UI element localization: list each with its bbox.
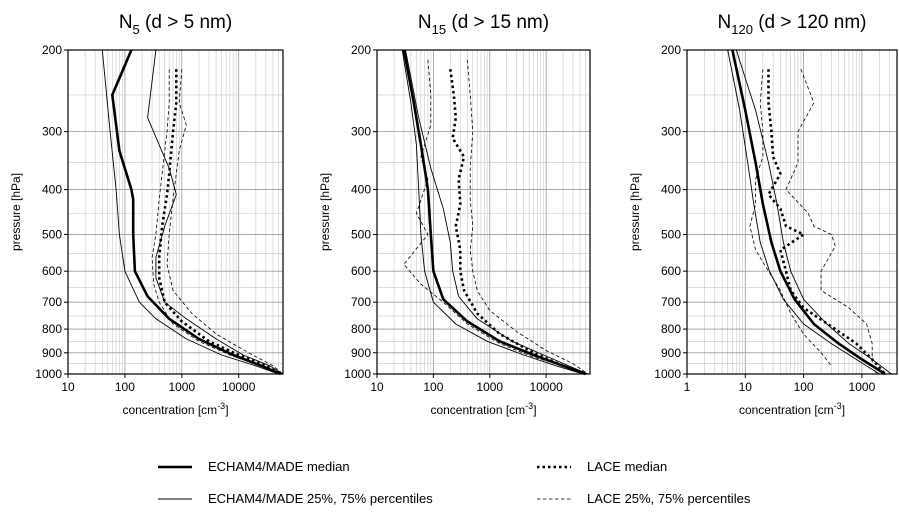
plot-frame [67,49,284,375]
y-tick-label: 900 [351,346,371,360]
x-tick-label: 1000 [476,380,503,394]
y-tick-label: 200 [42,43,62,57]
x-tick-label: 1000 [849,380,876,394]
x-tick-label: 10 [370,380,384,394]
legend-label: LACE 25%, 75% percentiles [587,491,751,506]
series-model-median [731,49,886,376]
series-model-pct [405,49,589,375]
y-tick-label: 500 [351,227,371,241]
series-model-pct [101,49,279,375]
x-tick-label: 10000 [529,380,563,394]
legend-label: ECHAM4/MADE 25%, 75% percentiles [208,491,433,506]
y-tick-label: 200 [351,43,371,57]
x-tick-label: 1 [684,380,691,394]
x-tick-label: 1000 [168,380,195,394]
y-tick-label: 300 [661,125,681,139]
y-tick-label: 1000 [344,367,371,381]
series-lace-pct [151,69,279,375]
y-axis-label: pressure [hPa] [318,173,332,251]
y-tick-label: 400 [42,183,62,197]
y-tick-label: 300 [42,125,62,139]
series-lace-pct [166,69,284,375]
y-tick-label: 600 [42,264,62,278]
plot-frame [376,49,591,375]
grid [376,49,591,375]
y-tick-label: 900 [42,346,62,360]
x-tick-label: 100 [794,380,814,394]
series-model-pct [727,49,880,375]
plot-area [377,50,590,374]
y-tick-label: 700 [42,295,62,309]
chart-title: N120 (d > 120 nm) [718,12,867,37]
y-tick-label: 200 [661,43,681,57]
y-tick-label: 700 [661,295,681,309]
y-tick-label: 400 [661,183,681,197]
x-tick-label: 100 [115,380,135,394]
y-tick-label: 1000 [654,367,681,381]
series-model-median [111,49,282,376]
y-tick-label: 800 [42,322,62,336]
legend-item-lace-median: LACE median [537,459,667,474]
y-tick-label: 500 [42,227,62,241]
series-lace-pct [749,69,832,367]
y-tick-label: 700 [351,295,371,309]
legend-item-lace-pct: LACE 25%, 75% percentiles [537,491,751,506]
series-lace-pct [466,59,589,375]
y-tick-label: 400 [351,183,371,197]
y-tick-label: 300 [351,125,371,139]
series-lace-median [767,69,887,375]
chart-title: N5 (d > 5 nm) [119,12,232,37]
y-tick-label: 800 [661,322,681,336]
series-lace-median [449,69,586,376]
x-tick-label: 100 [423,380,443,394]
plot-frame [686,49,898,375]
y-axis-label: pressure [hPa] [9,173,23,251]
y-tick-label: 500 [661,227,681,241]
y-axis-label: pressure [hPa] [628,173,642,251]
series-model-pct [735,49,892,375]
plot-area [687,50,897,374]
x-tick-label: 10 [61,380,75,394]
series-lace-pct [785,69,878,375]
x-axis-label: concentration [cm-3] [122,401,228,417]
x-tick-label: 10 [739,380,753,394]
chart-title: N15 (d > 15 nm) [418,12,549,37]
grid [67,49,284,375]
legend-label: LACE median [587,459,667,474]
y-tick-label: 600 [351,264,371,278]
series-model-pct [401,49,584,375]
x-axis-label: concentration [cm-3] [739,401,845,417]
y-tick-label: 1000 [35,367,62,381]
x-tick-label: 10000 [222,380,256,394]
legend-label: ECHAM4/MADE median [208,459,350,474]
x-axis-label: concentration [cm-3] [430,401,536,417]
series-lace-median [157,69,282,376]
series-model-median [402,49,586,376]
legend: ECHAM4/MADE median LACE median ECHAM4/MADE… [158,459,751,506]
legend-item-model-median: ECHAM4/MADE median [158,459,350,474]
legend-item-model-pct: ECHAM4/MADE 25%, 75% percentiles [158,491,433,506]
y-tick-label: 800 [351,322,371,336]
y-tick-label: 600 [661,264,681,278]
y-tick-label: 900 [661,346,681,360]
